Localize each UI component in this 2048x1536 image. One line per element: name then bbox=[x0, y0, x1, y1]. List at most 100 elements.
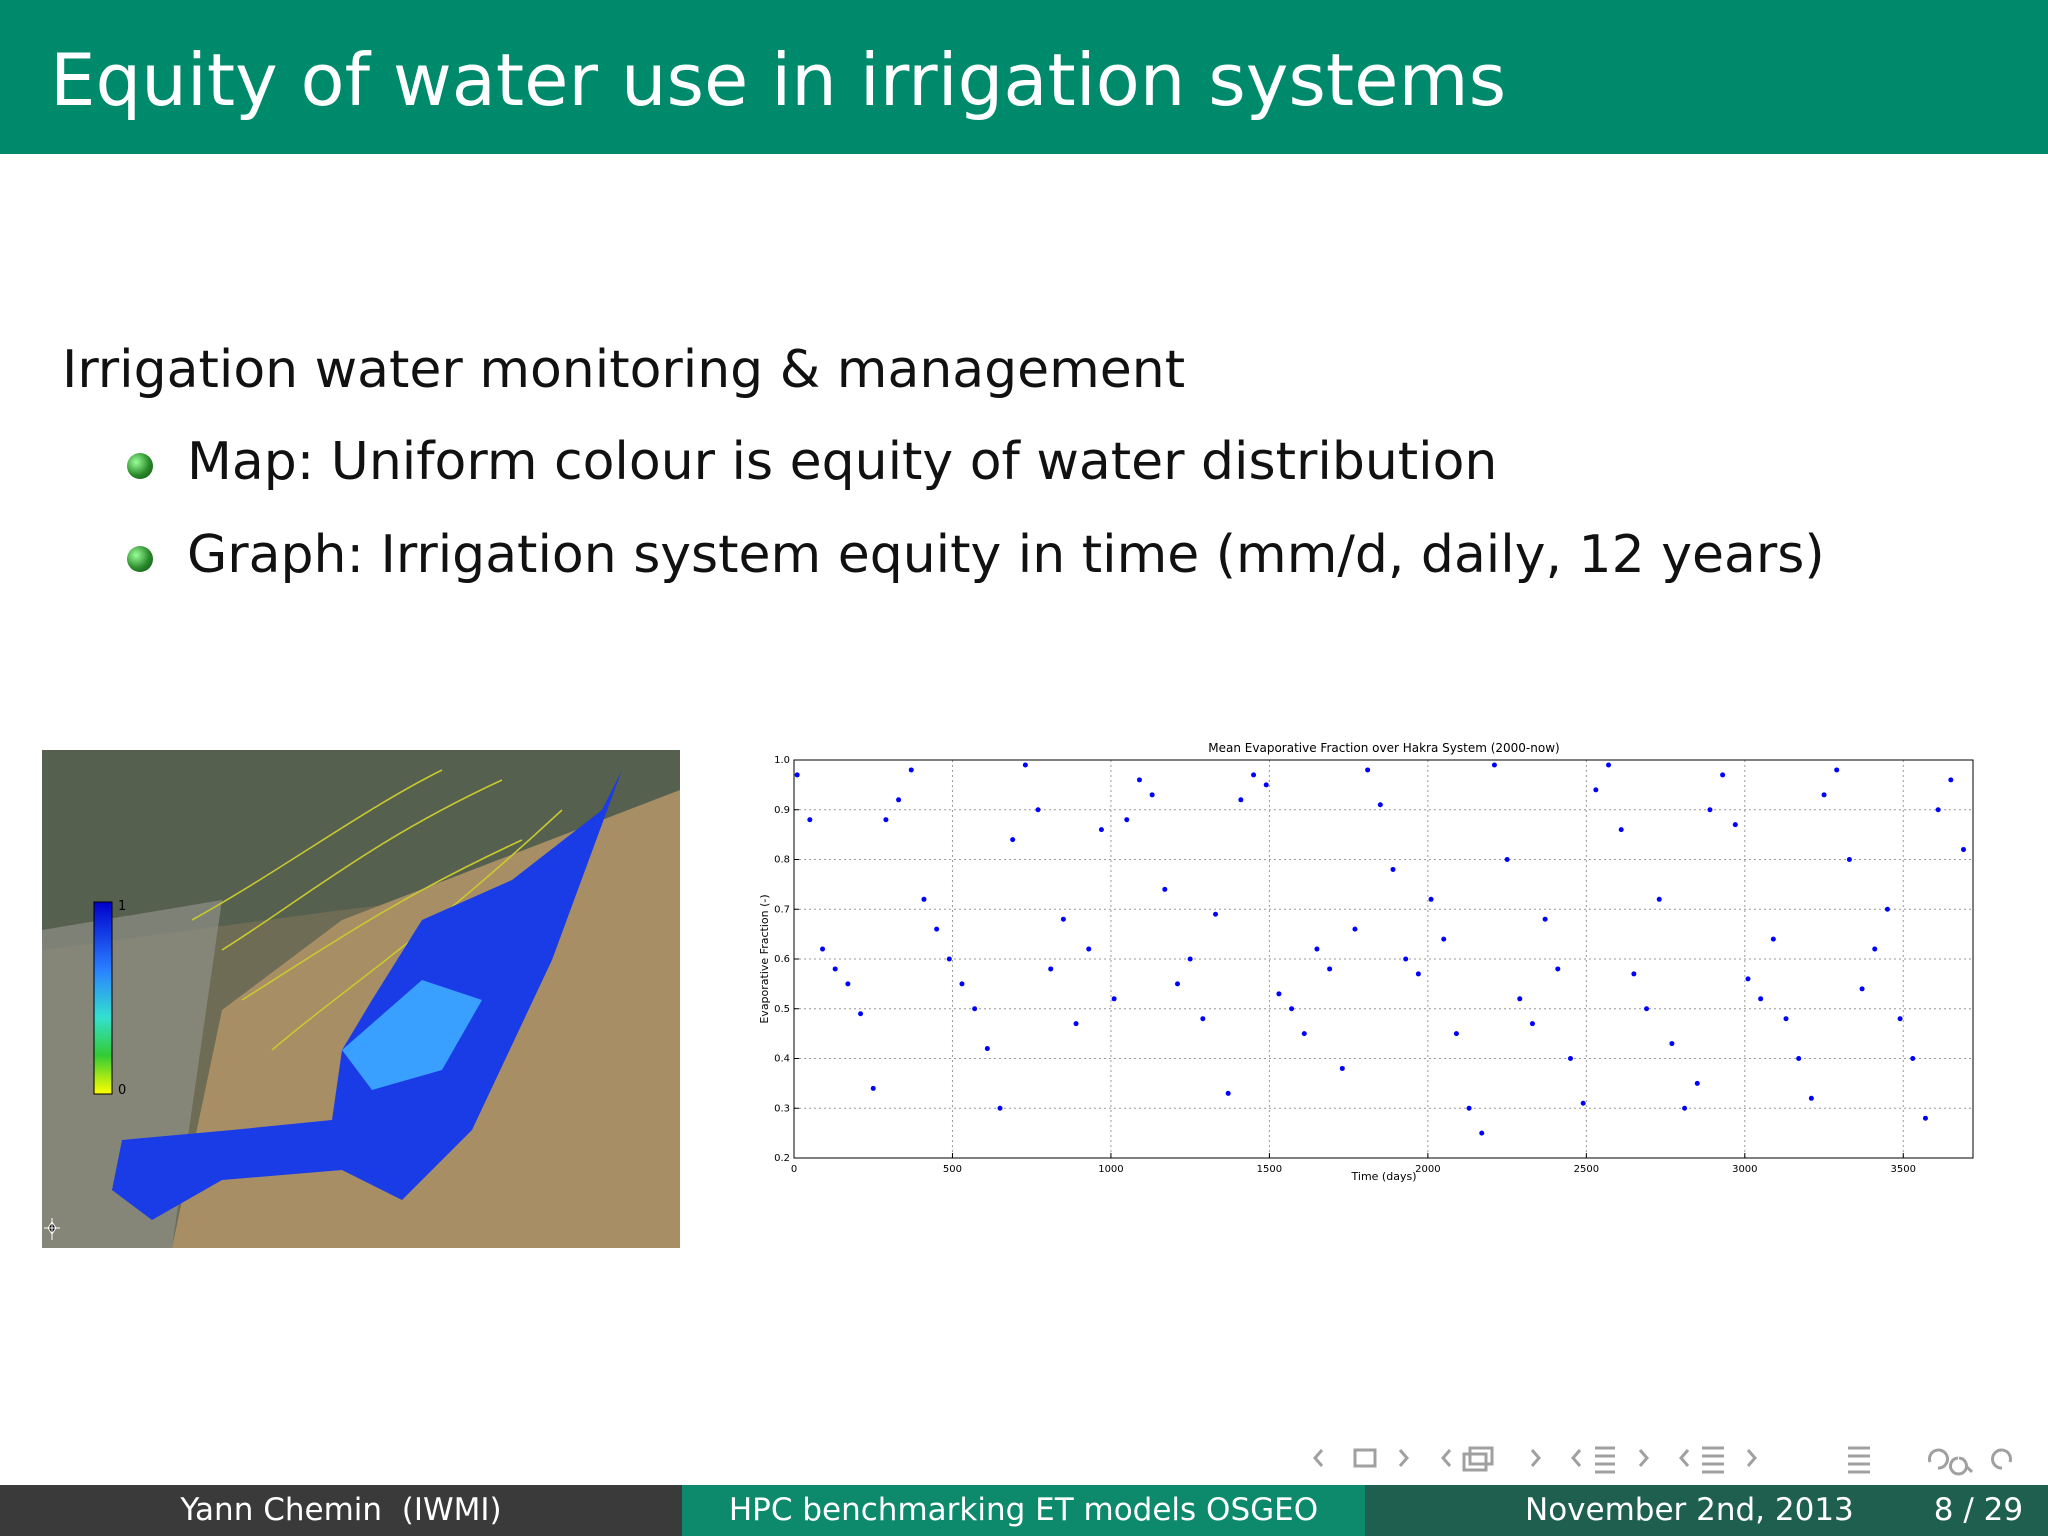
point bbox=[1276, 991, 1282, 997]
point bbox=[1048, 966, 1054, 972]
point bbox=[1682, 1105, 1688, 1111]
bullet: Map: Uniform colour is equity of water d… bbox=[187, 432, 1498, 492]
header-bar: Equity of water use in irrigation system… bbox=[0, 0, 2048, 154]
nav-section[interactable] bbox=[1530, 1446, 1615, 1474]
x-tick-label: 1500 bbox=[1257, 1164, 1282, 1175]
nav-appendix[interactable] bbox=[1746, 1446, 1870, 1474]
x-tick-label: 3500 bbox=[1891, 1164, 1916, 1175]
point bbox=[1149, 792, 1155, 798]
irrigated-area bbox=[342, 980, 482, 1090]
nav-prev[interactable] bbox=[1313, 1449, 1324, 1467]
point bbox=[1808, 1095, 1814, 1101]
point bbox=[1327, 966, 1333, 972]
point bbox=[1263, 782, 1269, 788]
point bbox=[1644, 1006, 1650, 1012]
point bbox=[1200, 1016, 1206, 1022]
point bbox=[946, 956, 952, 962]
point bbox=[1403, 956, 1409, 962]
point bbox=[1796, 1056, 1802, 1061]
point bbox=[1834, 767, 1840, 773]
colorbar-label: 1 bbox=[118, 899, 126, 914]
y-tick-label: 0.5 bbox=[774, 1004, 790, 1015]
canals bbox=[191, 769, 563, 1051]
point bbox=[1314, 946, 1320, 952]
footer-author: Yann Chemin (IWMI) bbox=[0, 1485, 682, 1536]
point bbox=[1770, 936, 1776, 942]
point bbox=[1846, 857, 1852, 862]
point bbox=[1352, 926, 1358, 932]
point bbox=[1060, 916, 1066, 922]
point bbox=[1910, 1056, 1916, 1061]
point bbox=[1111, 996, 1117, 1002]
point bbox=[1618, 827, 1624, 833]
y-tick-label: 0.6 bbox=[774, 954, 790, 965]
nav-search[interactable] bbox=[1928, 1448, 2012, 1476]
point bbox=[1453, 1031, 1459, 1037]
footer-right: November 2nd, 2013 8 / 29 bbox=[1365, 1485, 2048, 1536]
terrain bbox=[42, 750, 680, 950]
point bbox=[972, 1006, 978, 1012]
nav-doc[interactable] bbox=[1638, 1446, 1724, 1474]
point bbox=[921, 896, 927, 902]
x-tick-label: 3000 bbox=[1732, 1164, 1757, 1175]
bullet-icon bbox=[127, 453, 153, 479]
plot-frame bbox=[793, 759, 1974, 1159]
x-axis-label: Time (days) bbox=[1351, 1170, 1417, 1183]
point bbox=[1022, 762, 1028, 768]
heading: Irrigation water monitoring & management bbox=[62, 340, 1186, 400]
point bbox=[1479, 1130, 1485, 1136]
point bbox=[1694, 1080, 1700, 1086]
map-image: 1 0 bbox=[42, 750, 680, 1248]
point bbox=[1035, 807, 1041, 813]
y-tick-label: 0.8 bbox=[774, 855, 790, 866]
bullet-icon bbox=[127, 546, 153, 572]
point bbox=[1745, 976, 1751, 982]
x-tick-label: 500 bbox=[943, 1164, 962, 1175]
point bbox=[1466, 1105, 1472, 1111]
point bbox=[1073, 1021, 1079, 1027]
x-tick-label: 0 bbox=[791, 1164, 797, 1175]
nav-icons bbox=[1313, 1446, 2012, 1476]
y-axis-label: Evaporative Fraction (-) bbox=[758, 894, 771, 1023]
point bbox=[1872, 946, 1878, 952]
point bbox=[1339, 1065, 1345, 1071]
point bbox=[1529, 1021, 1535, 1027]
point bbox=[896, 797, 902, 803]
point bbox=[1656, 896, 1662, 902]
point bbox=[997, 1105, 1003, 1111]
point bbox=[807, 817, 813, 823]
colorbar-label: 0 bbox=[118, 1083, 126, 1098]
nav-frame[interactable] bbox=[1353, 1448, 1377, 1468]
point bbox=[1606, 762, 1612, 768]
y-tick-label: 0.9 bbox=[774, 805, 790, 816]
point bbox=[1884, 906, 1890, 912]
point bbox=[1301, 1031, 1307, 1037]
y-tick-label: 1.0 bbox=[774, 755, 790, 766]
nav-next[interactable] bbox=[1398, 1449, 1409, 1467]
point bbox=[1377, 802, 1383, 808]
point bbox=[1859, 986, 1865, 992]
point bbox=[1669, 1041, 1675, 1047]
point bbox=[1897, 1016, 1903, 1022]
point bbox=[1922, 1115, 1928, 1121]
north-arrow bbox=[44, 1218, 60, 1240]
footer-date: November 2nd, 2013 bbox=[1525, 1492, 1854, 1528]
point bbox=[984, 1046, 990, 1052]
point bbox=[1441, 936, 1447, 942]
x-tick-label: 1000 bbox=[1098, 1164, 1123, 1175]
nav-subsection[interactable] bbox=[1441, 1446, 1494, 1472]
point bbox=[1542, 916, 1548, 922]
point bbox=[1251, 772, 1257, 778]
point bbox=[1098, 827, 1104, 833]
point bbox=[1086, 946, 1092, 952]
point bbox=[883, 817, 889, 823]
footer-title: HPC benchmarking ET models OSGEO bbox=[682, 1485, 1365, 1536]
point bbox=[1567, 1056, 1573, 1061]
point bbox=[1174, 981, 1180, 987]
point bbox=[858, 1011, 864, 1017]
point bbox=[1187, 956, 1193, 962]
point bbox=[934, 926, 940, 932]
chart: Mean Evaporative Fraction over Hakra Sys… bbox=[758, 741, 1974, 1183]
slide-title: Equity of water use in irrigation system… bbox=[50, 38, 1507, 122]
point bbox=[1517, 996, 1523, 1002]
